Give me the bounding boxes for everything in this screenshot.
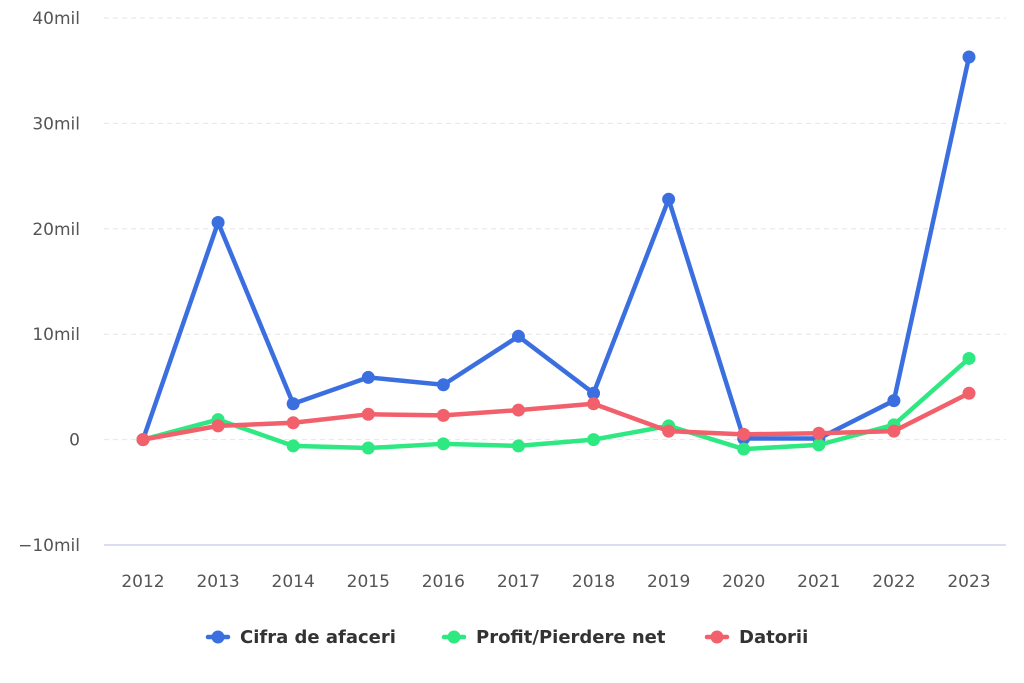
legend-dot-marker	[447, 630, 461, 644]
data-point[interactable]	[286, 439, 300, 453]
x-tick-label: 2022	[872, 572, 915, 592]
x-tick-label: 2012	[121, 572, 164, 592]
x-tick-label: 2020	[722, 572, 765, 592]
series-line	[140, 54, 972, 442]
y-tick-label: 40mil	[32, 9, 80, 29]
series-2	[136, 386, 976, 447]
data-point[interactable]	[211, 419, 225, 433]
x-tick-label: 2017	[497, 572, 540, 592]
legend-dot-marker	[211, 630, 225, 644]
x-tick-label: 2014	[272, 572, 315, 592]
data-point[interactable]	[511, 403, 525, 417]
data-point[interactable]	[587, 386, 601, 400]
y-tick-label: −10mil	[18, 536, 80, 556]
y-tick-label: 30mil	[32, 114, 80, 134]
data-point[interactable]	[662, 424, 676, 438]
data-point[interactable]	[812, 426, 826, 440]
legend[interactable]: Cifra de afaceri Profit/Pierdere net Dator…	[205, 627, 808, 648]
x-tick-label: 2016	[422, 572, 465, 592]
legend-label: Datorii	[739, 627, 808, 648]
legend-label: Cifra de afaceri	[240, 627, 396, 648]
series-line	[140, 390, 972, 442]
data-point[interactable]	[962, 351, 976, 365]
grid-layer	[104, 17, 1006, 546]
legend-item[interactable]: Cifra de afaceri	[205, 627, 396, 648]
legend-label: Profit/Pierdere net	[476, 627, 666, 648]
data-point[interactable]	[511, 329, 525, 343]
x-tick-label: 2015	[347, 572, 390, 592]
x-tick-label: 2021	[797, 572, 840, 592]
x-tick-label: 2019	[647, 572, 690, 592]
data-point[interactable]	[662, 192, 676, 206]
data-point[interactable]	[436, 378, 450, 392]
legend-item[interactable]: Profit/Pierdere net	[441, 627, 666, 648]
legend-item[interactable]: Datorii	[704, 627, 808, 648]
data-point[interactable]	[361, 407, 375, 421]
y-tick-label: 20mil	[32, 220, 80, 240]
x-tick-label: 2013	[196, 572, 239, 592]
data-point[interactable]	[361, 441, 375, 455]
data-point[interactable]	[436, 437, 450, 451]
data-point[interactable]	[587, 397, 601, 411]
data-point[interactable]	[962, 386, 976, 400]
data-point[interactable]	[737, 427, 751, 441]
data-point[interactable]	[436, 408, 450, 422]
series-0	[136, 50, 976, 447]
data-point[interactable]	[211, 215, 225, 229]
x-axis-ticks: 2012 2013 2014 2015 2016 2017 2018 2019 2020 2021…	[121, 572, 990, 592]
legend-dot-marker	[710, 630, 724, 644]
series-layer	[136, 50, 976, 456]
y-axis-ticks: −10mil 0 10mil 20mil 30mil 40mil	[18, 9, 80, 556]
data-point[interactable]	[962, 50, 976, 64]
data-point[interactable]	[136, 433, 150, 447]
x-tick-label: 2023	[947, 572, 990, 592]
data-point[interactable]	[887, 424, 901, 438]
x-tick-label: 2018	[572, 572, 615, 592]
data-point[interactable]	[812, 438, 826, 452]
data-point[interactable]	[511, 439, 525, 453]
y-tick-label: 0	[69, 431, 80, 451]
data-point[interactable]	[286, 397, 300, 411]
data-point[interactable]	[587, 433, 601, 447]
data-point[interactable]	[286, 416, 300, 430]
data-point[interactable]	[361, 370, 375, 384]
series-line	[140, 356, 972, 452]
y-tick-label: 10mil	[32, 325, 80, 345]
data-point[interactable]	[737, 442, 751, 456]
data-point[interactable]	[887, 394, 901, 408]
